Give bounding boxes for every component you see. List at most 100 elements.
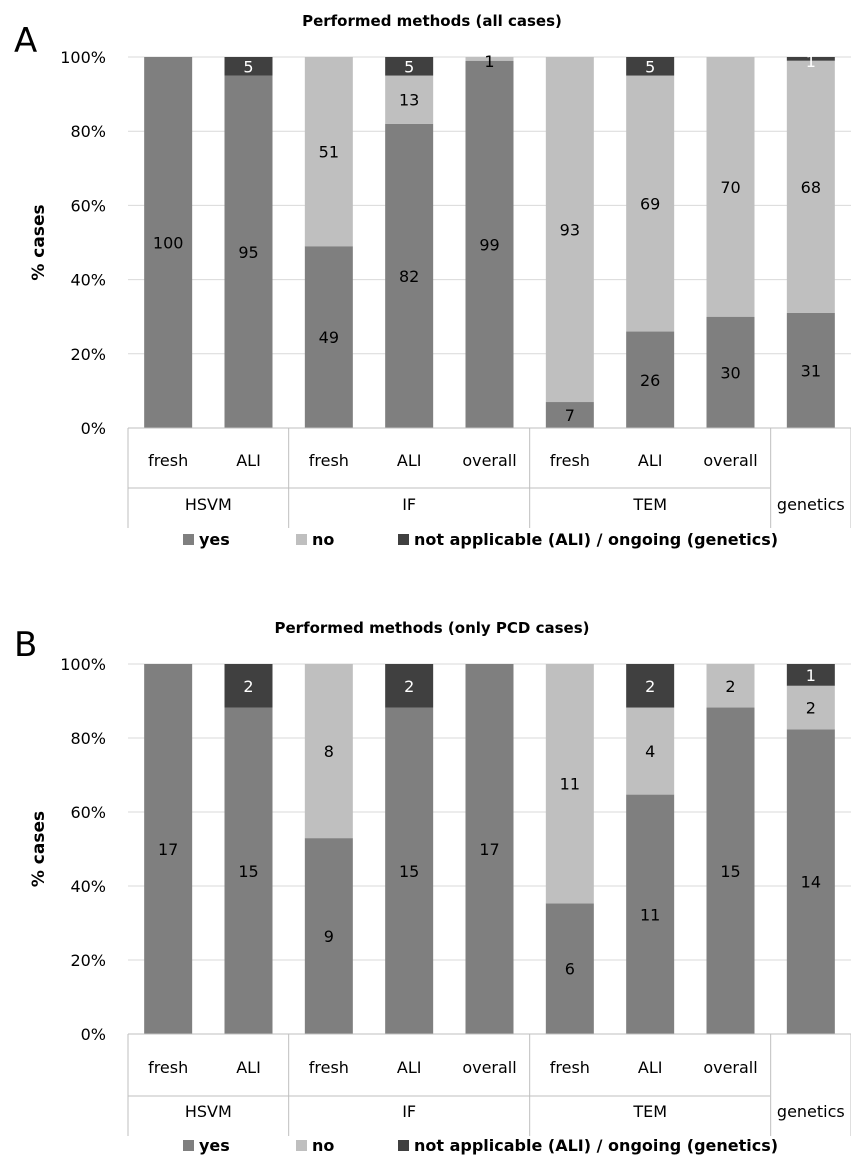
y-tick-label: 80% xyxy=(70,729,106,748)
data-label: 2 xyxy=(806,699,816,718)
bar-segment-no xyxy=(786,60,835,313)
legend-label: not applicable (ALI) / ongoing (genetics… xyxy=(414,1136,778,1155)
bar-segment-no xyxy=(465,57,514,61)
bar-segment-yes xyxy=(786,729,835,1034)
data-label: 6 xyxy=(565,960,575,979)
bar-segment-yes xyxy=(385,707,434,1034)
bar-segment-yes xyxy=(626,331,675,428)
category-label: ALI xyxy=(638,1058,663,1077)
data-label: 11 xyxy=(560,775,580,794)
data-label: 1 xyxy=(806,52,816,71)
legend-label: not applicable (ALI) / ongoing (genetics… xyxy=(414,530,778,549)
legend-swatch xyxy=(398,534,409,545)
bar-segment-not xyxy=(224,664,273,708)
legend-swatch xyxy=(296,534,307,545)
bar-segment-not xyxy=(626,664,675,708)
bar-segment-yes xyxy=(545,903,594,1034)
category-label: overall xyxy=(462,1058,516,1077)
bar-segment-not xyxy=(385,664,434,708)
bar-segment-yes xyxy=(304,838,353,1034)
bar-segment-not xyxy=(224,57,273,76)
bar-segment-yes xyxy=(224,75,273,429)
y-tick-label: 0% xyxy=(81,419,106,438)
category-label: ALI xyxy=(236,451,261,470)
bar-segment-yes xyxy=(385,123,434,428)
category-label: ALI xyxy=(397,451,422,470)
data-label: 1 xyxy=(484,52,494,71)
bar-segment-no xyxy=(304,57,353,247)
data-label: 70 xyxy=(720,178,740,197)
panel-letter: A xyxy=(14,21,37,61)
category-label: fresh xyxy=(550,1058,590,1077)
bar-segment-no xyxy=(626,75,675,332)
legend-label: no xyxy=(312,1136,334,1155)
bar-segment-no xyxy=(545,57,594,403)
data-label: 7 xyxy=(565,406,575,425)
bar-segment-no xyxy=(706,57,755,317)
y-tick-label: 60% xyxy=(70,196,106,215)
bar-segment-yes xyxy=(626,794,675,1034)
y-tick-label: 20% xyxy=(70,345,106,364)
data-label: 17 xyxy=(479,840,499,859)
bar-segment-not xyxy=(626,57,675,76)
data-label: 1 xyxy=(806,666,816,685)
data-label: 5 xyxy=(243,57,253,76)
group-label: TEM xyxy=(632,495,667,514)
data-label: 93 xyxy=(560,221,580,240)
data-label: 2 xyxy=(645,677,655,696)
panel-letter: B xyxy=(14,625,37,665)
bar-segment-yes xyxy=(786,312,835,428)
y-tick-label: 100% xyxy=(60,48,106,67)
category-label: fresh xyxy=(309,1058,349,1077)
bar-segment-yes xyxy=(304,246,353,428)
data-label: 14 xyxy=(801,873,821,892)
bar-segment-no xyxy=(786,685,835,730)
bar-segment-yes xyxy=(224,707,273,1034)
data-label: 100 xyxy=(153,234,184,253)
y-tick-label: 80% xyxy=(70,122,106,141)
data-label: 82 xyxy=(399,267,419,286)
y-tick-label: 0% xyxy=(81,1025,106,1044)
data-label: 49 xyxy=(319,328,339,347)
category-label: fresh xyxy=(309,451,349,470)
data-label: 15 xyxy=(238,862,258,881)
data-label: 2 xyxy=(404,677,414,696)
category-label: ALI xyxy=(397,1058,422,1077)
bar-segment-not xyxy=(786,664,835,686)
bar-segment-not xyxy=(786,57,835,61)
legend-swatch xyxy=(296,1140,307,1151)
data-label: 26 xyxy=(640,371,660,390)
category-label: overall xyxy=(462,451,516,470)
category-label: fresh xyxy=(148,1058,188,1077)
y-tick-label: 60% xyxy=(70,803,106,822)
bar-segment-yes xyxy=(545,402,594,428)
bar-segment-yes xyxy=(144,664,193,1034)
data-label: 5 xyxy=(404,57,414,76)
data-label: 4 xyxy=(645,742,655,761)
group-label: genetics xyxy=(777,1102,845,1121)
bar-segment-yes xyxy=(706,316,755,428)
data-label: 68 xyxy=(801,178,821,197)
group-label: IF xyxy=(402,495,416,514)
bar-segment-no xyxy=(304,664,353,839)
data-label: 51 xyxy=(319,143,339,162)
data-label: 30 xyxy=(720,363,740,382)
legend-swatch xyxy=(183,1140,194,1151)
bar-segment-not xyxy=(385,57,434,76)
y-axis-label: % cases xyxy=(29,811,49,887)
data-label: 2 xyxy=(725,677,735,696)
group-label: TEM xyxy=(632,1102,667,1121)
category-label: fresh xyxy=(550,451,590,470)
category-label: ALI xyxy=(236,1058,261,1077)
group-label: genetics xyxy=(777,495,845,514)
category-label: ALI xyxy=(638,451,663,470)
data-label: 11 xyxy=(640,905,660,924)
data-label: 99 xyxy=(479,235,499,254)
category-label: overall xyxy=(703,1058,757,1077)
data-label: 15 xyxy=(720,862,740,881)
data-label: 95 xyxy=(238,243,258,262)
bar-segment-yes xyxy=(706,707,755,1034)
bar-segment-no xyxy=(626,707,675,795)
category-label: overall xyxy=(703,451,757,470)
